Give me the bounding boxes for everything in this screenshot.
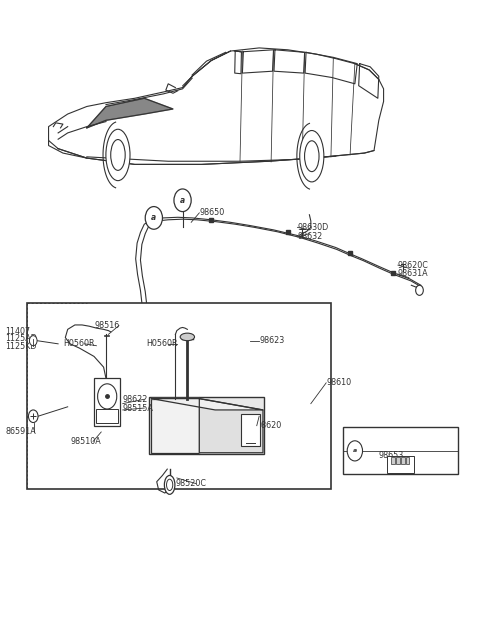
- Text: 98620C: 98620C: [398, 261, 429, 269]
- Ellipse shape: [304, 141, 319, 172]
- Text: H0560R: H0560R: [147, 339, 178, 348]
- Text: a: a: [353, 449, 357, 453]
- Bar: [152, 399, 199, 453]
- Circle shape: [97, 384, 117, 409]
- Text: 1125AD: 1125AD: [5, 334, 37, 343]
- Text: 98610: 98610: [326, 379, 351, 387]
- Text: 98632: 98632: [298, 232, 323, 241]
- Bar: [94, 379, 120, 426]
- Text: 98620: 98620: [257, 421, 282, 430]
- Bar: [27, 303, 331, 488]
- Bar: [149, 398, 199, 454]
- Circle shape: [174, 189, 191, 211]
- Bar: [406, 457, 409, 464]
- Text: 98516: 98516: [94, 321, 119, 330]
- Polygon shape: [87, 98, 173, 128]
- Bar: [241, 415, 260, 446]
- Bar: [401, 457, 405, 464]
- Bar: [396, 457, 400, 464]
- Bar: [343, 427, 458, 474]
- Ellipse shape: [167, 479, 173, 490]
- Text: 98623: 98623: [259, 336, 284, 345]
- Bar: [391, 457, 395, 464]
- Text: 1125KD: 1125KD: [5, 342, 37, 351]
- Text: 98631A: 98631A: [398, 269, 429, 278]
- Polygon shape: [152, 399, 263, 410]
- Circle shape: [145, 206, 162, 229]
- Ellipse shape: [164, 475, 175, 494]
- Ellipse shape: [111, 139, 125, 170]
- Text: 11407: 11407: [5, 327, 31, 336]
- Text: 98515A: 98515A: [123, 404, 154, 413]
- Bar: [387, 456, 414, 473]
- Text: 98622: 98622: [123, 395, 148, 404]
- Circle shape: [28, 410, 38, 423]
- Text: 98510A: 98510A: [70, 437, 101, 446]
- Text: 98520C: 98520C: [175, 479, 206, 488]
- Circle shape: [29, 336, 37, 346]
- Circle shape: [416, 285, 423, 295]
- Text: 98650: 98650: [199, 208, 225, 217]
- Text: 86591A: 86591A: [5, 427, 36, 437]
- Circle shape: [347, 441, 362, 461]
- Ellipse shape: [106, 129, 130, 180]
- Bar: [199, 398, 264, 454]
- Text: 98653: 98653: [379, 451, 404, 460]
- Text: 98630D: 98630D: [298, 223, 329, 232]
- Ellipse shape: [180, 333, 194, 341]
- Bar: [96, 409, 118, 423]
- Polygon shape: [199, 399, 263, 453]
- Text: H0560R: H0560R: [63, 339, 95, 348]
- Ellipse shape: [300, 131, 324, 182]
- Text: a: a: [151, 213, 156, 222]
- Text: a: a: [180, 196, 185, 205]
